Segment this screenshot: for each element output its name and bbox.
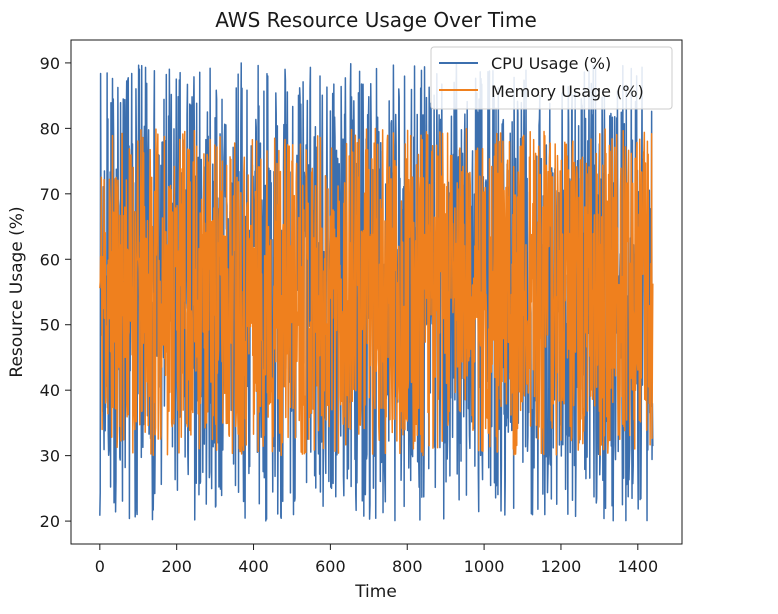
series-line-memory xyxy=(99,127,654,457)
legend-box xyxy=(430,46,673,110)
x-tick-label: 800 xyxy=(392,557,423,576)
chart-title: AWS Resource Usage Over Time xyxy=(215,8,537,32)
plot-frame xyxy=(70,39,683,545)
x-tick-label: 1200 xyxy=(541,557,582,576)
x-tick-label: 0 xyxy=(95,557,105,576)
x-axis-label: Time xyxy=(354,582,397,602)
x-tick-label: 1400 xyxy=(617,557,658,576)
x-tick-label: 400 xyxy=(238,557,269,576)
y-tick-label: 60 xyxy=(40,250,60,269)
x-tick-label: 600 xyxy=(315,557,346,576)
y-tick-label: 30 xyxy=(40,447,60,466)
legend: CPU Usage (%) Memory Usage (%) xyxy=(430,46,673,110)
series-layer xyxy=(99,62,654,522)
y-tick-label: 50 xyxy=(40,316,60,335)
y-tick-label: 90 xyxy=(40,54,60,73)
y-tick-label: 70 xyxy=(40,185,60,204)
x-tick-label: 200 xyxy=(161,557,192,576)
y-tick-label: 80 xyxy=(40,119,60,138)
legend-label-memory: Memory Usage (%) xyxy=(491,82,644,101)
y-tick-label: 20 xyxy=(40,512,60,531)
legend-label-cpu: CPU Usage (%) xyxy=(491,54,611,73)
y-axis-ticks: 20 30 40 50 60 70 80 90 xyxy=(40,54,71,531)
y-axis-label: Resource Usage (%) xyxy=(7,206,27,377)
x-axis-ticks: 0 200 400 600 800 1000 1200 1400 xyxy=(95,544,658,576)
y-tick-label: 40 xyxy=(40,381,60,400)
x-tick-label: 1000 xyxy=(464,557,505,576)
